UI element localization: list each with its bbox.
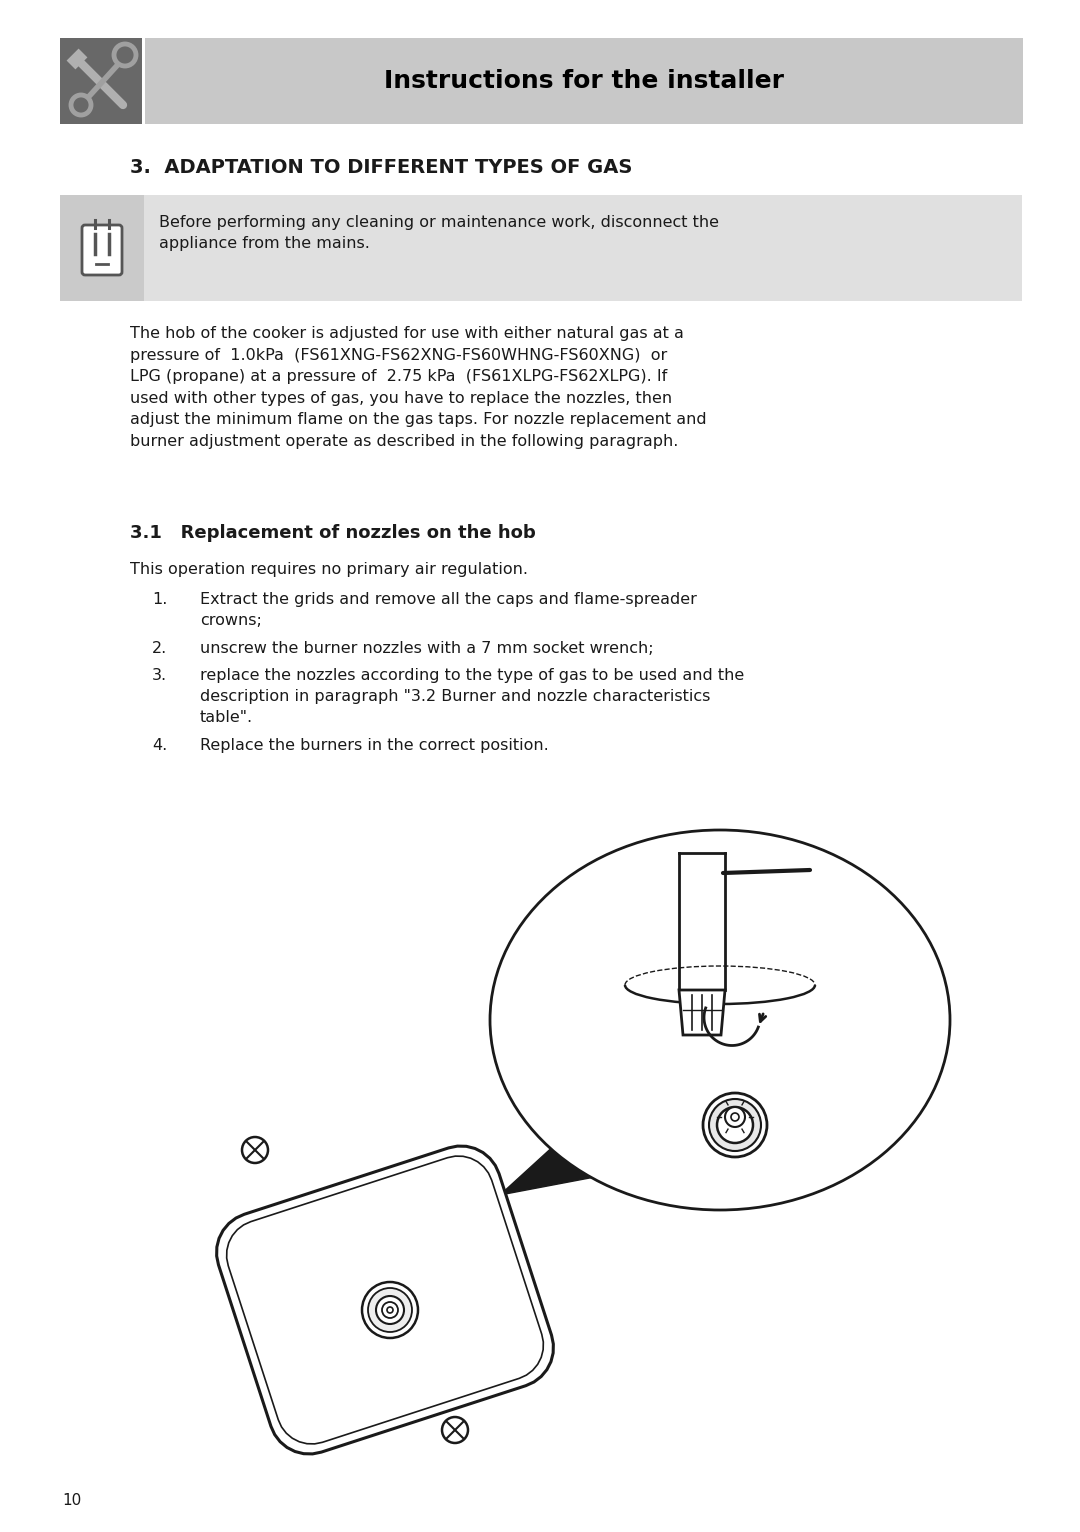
Text: 2.: 2.	[152, 640, 167, 656]
FancyBboxPatch shape	[82, 225, 122, 276]
FancyBboxPatch shape	[60, 195, 144, 300]
Circle shape	[387, 1307, 393, 1313]
Circle shape	[708, 1098, 761, 1151]
Circle shape	[368, 1288, 411, 1331]
FancyBboxPatch shape	[145, 38, 1023, 124]
Polygon shape	[227, 1157, 543, 1443]
Circle shape	[376, 1296, 404, 1324]
Text: 3.  ADAPTATION TO DIFFERENT TYPES OF GAS: 3. ADAPTATION TO DIFFERENT TYPES OF GAS	[130, 158, 633, 178]
Text: 4.: 4.	[152, 737, 167, 752]
Text: Instructions for the installer: Instructions for the installer	[384, 69, 784, 93]
Text: 3.1   Replacement of nozzles on the hob: 3.1 Replacement of nozzles on the hob	[130, 524, 536, 542]
Ellipse shape	[490, 830, 950, 1210]
Circle shape	[442, 1417, 468, 1443]
Circle shape	[71, 95, 91, 115]
Text: pressure of  1.0kPa  (FS61XNG-FS62XNG-FS60WHNG-FS60XNG)  or: pressure of 1.0kPa (FS61XNG-FS62XNG-FS60…	[130, 348, 667, 363]
Circle shape	[703, 1092, 767, 1157]
Text: 1.: 1.	[152, 591, 167, 607]
Text: The hob of the cooker is adjusted for use with either natural gas at a: The hob of the cooker is adjusted for us…	[130, 326, 684, 342]
Text: replace the nozzles according to the type of gas to be used and the: replace the nozzles according to the typ…	[200, 668, 744, 683]
Text: unscrew the burner nozzles with a 7 mm socket wrench;: unscrew the burner nozzles with a 7 mm s…	[200, 640, 653, 656]
Text: 3.: 3.	[152, 668, 167, 683]
Polygon shape	[679, 990, 725, 1036]
Circle shape	[362, 1282, 418, 1337]
Circle shape	[725, 1108, 745, 1128]
Text: Replace the burners in the correct position.: Replace the burners in the correct posit…	[200, 737, 549, 752]
Text: crowns;: crowns;	[200, 613, 261, 628]
FancyBboxPatch shape	[60, 38, 141, 124]
Text: burner adjustment operate as described in the following paragraph.: burner adjustment operate as described i…	[130, 434, 678, 449]
Circle shape	[382, 1302, 399, 1318]
Text: Before performing any cleaning or maintenance work, disconnect the: Before performing any cleaning or mainte…	[159, 214, 719, 230]
Circle shape	[717, 1108, 753, 1143]
Text: LPG (propane) at a pressure of  2.75 kPa  (FS61XLPG-FS62XLPG). If: LPG (propane) at a pressure of 2.75 kPa …	[130, 369, 667, 385]
Text: 10: 10	[62, 1494, 81, 1507]
Polygon shape	[217, 1146, 553, 1454]
Text: description in paragraph "3.2 Burner and nozzle characteristics: description in paragraph "3.2 Burner and…	[200, 689, 711, 705]
Text: appliance from the mains.: appliance from the mains.	[159, 236, 369, 251]
Text: Extract the grids and remove all the caps and flame-spreader: Extract the grids and remove all the cap…	[200, 591, 697, 607]
Polygon shape	[500, 1102, 637, 1195]
Text: This operation requires no primary air regulation.: This operation requires no primary air r…	[130, 562, 528, 578]
Circle shape	[731, 1114, 739, 1121]
Circle shape	[242, 1137, 268, 1163]
Text: adjust the minimum flame on the gas taps. For nozzle replacement and: adjust the minimum flame on the gas taps…	[130, 412, 706, 427]
FancyBboxPatch shape	[60, 195, 1022, 300]
Text: used with other types of gas, you have to replace the nozzles, then: used with other types of gas, you have t…	[130, 391, 672, 406]
Circle shape	[114, 44, 136, 66]
Text: table".: table".	[200, 711, 253, 725]
